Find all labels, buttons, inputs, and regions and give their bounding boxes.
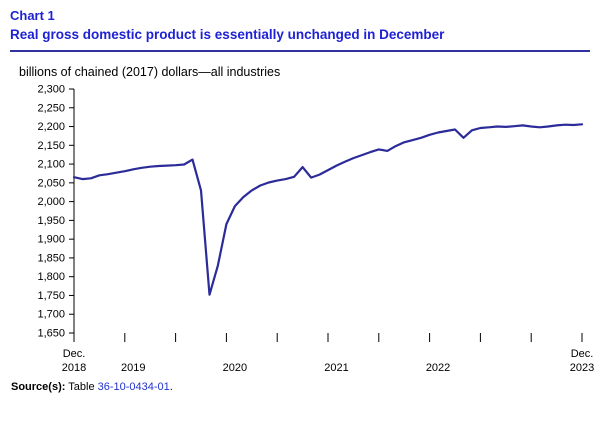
chart-number: Chart 1 bbox=[10, 8, 55, 23]
x-tick-label: Dec. bbox=[63, 348, 86, 360]
y-tick-label: 1,750 bbox=[37, 290, 65, 302]
y-tick-label: 2,000 bbox=[37, 196, 65, 208]
page: Chart 1 Real gross domestic product is e… bbox=[10, 8, 594, 393]
y-tick-label: 2,050 bbox=[37, 177, 65, 189]
y-tick-label: 2,150 bbox=[37, 140, 65, 152]
y-tick-label: 1,800 bbox=[37, 271, 65, 283]
gdp-data-line bbox=[72, 123, 584, 296]
y-axis: 1,650 1,700 1,750 1,800 1,850 1,900 1,950 2,000… bbox=[37, 83, 75, 339]
x-axis: Dec. 2018 2019 2020 2021 2022 Dec. 2023 bbox=[62, 332, 594, 374]
source-table-link[interactable]: 36-10-0434-01 bbox=[97, 380, 170, 393]
source-prefix: Table bbox=[65, 380, 98, 393]
x-tick-label: 2023 bbox=[570, 362, 594, 374]
title-divider bbox=[10, 49, 590, 52]
x-tick-label: 2022 bbox=[426, 362, 450, 374]
x-tick-label: 2018 bbox=[62, 362, 86, 374]
x-tick-label: Dec. bbox=[571, 348, 594, 360]
y-tick-label: 1,700 bbox=[37, 309, 65, 321]
y-tick-label: 1,950 bbox=[37, 215, 65, 227]
y-tick-label: 1,650 bbox=[37, 327, 65, 339]
x-tick-label: 2021 bbox=[324, 362, 348, 374]
y-tick-label: 2,200 bbox=[37, 121, 65, 133]
gdp-line-chart: 1,650 1,700 1,750 1,800 1,850 1,900 1,950 2,000… bbox=[37, 83, 594, 374]
axis-unit-label: billions of chained (2017) dollars—all i… bbox=[19, 64, 281, 79]
y-tick-label: 1,900 bbox=[37, 233, 65, 245]
x-tick-label: 2019 bbox=[121, 362, 145, 374]
page-title: Real gross domestic product is essential… bbox=[10, 27, 445, 43]
source-suffix: . bbox=[169, 380, 173, 393]
data-series bbox=[72, 123, 584, 296]
y-tick-label: 2,300 bbox=[37, 83, 65, 95]
source-label: Source(s): bbox=[11, 380, 66, 393]
source-line: Source(s): Table 36-10-0434-01. bbox=[11, 381, 590, 393]
x-tick-label: 2020 bbox=[223, 362, 247, 374]
y-tick-label: 2,100 bbox=[37, 158, 65, 170]
y-tick-label: 1,850 bbox=[37, 252, 65, 264]
chart-area: 1,650 1,700 1,750 1,800 1,850 1,900 1,950 2,000… bbox=[10, 81, 594, 381]
y-tick-label: 2,250 bbox=[37, 102, 65, 114]
